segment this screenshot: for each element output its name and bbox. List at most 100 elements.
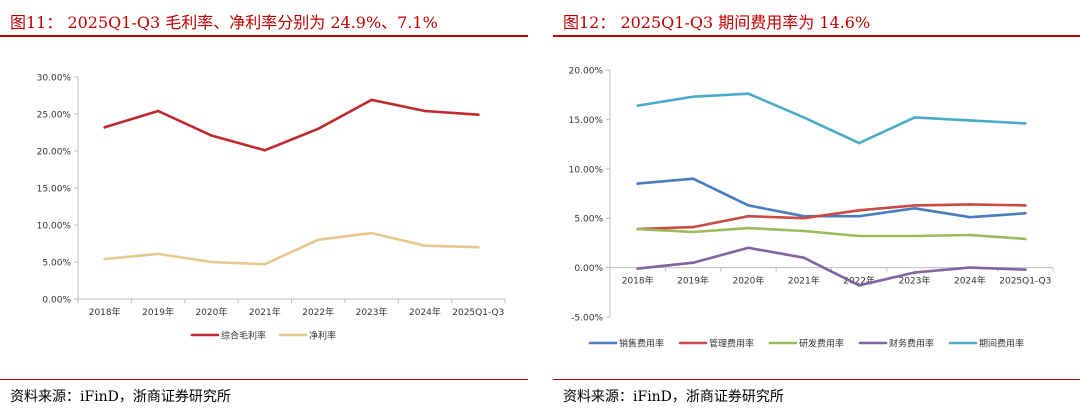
right-x-tick-label: 2020年: [732, 275, 764, 287]
right-x-tick-label: 2023年: [899, 275, 931, 287]
left-series-line-1: [103, 98, 480, 152]
left-title-rule: [0, 35, 528, 37]
left-series-1-point: [316, 127, 320, 131]
right-series-3-point: [1024, 237, 1027, 241]
left-x-tick-label: 2025Q1-Q3: [452, 308, 504, 318]
left-series-1-point: [210, 134, 213, 137]
right-series-4-point: [968, 266, 972, 269]
left-source-rule: [0, 379, 528, 380]
left-legend-label-2: 净利率: [309, 330, 336, 342]
left-series-1-point: [103, 126, 106, 129]
right-series-5-point: [747, 92, 750, 96]
right-series-4-point: [913, 271, 916, 274]
right-chart-title: 图12： 2025Q1-Q3 期间费用率为 14.6%: [563, 13, 871, 32]
right-title-rule: [553, 35, 1080, 37]
left-y-tick-label: 30.00%: [37, 74, 72, 84]
right-chart-source: 资料来源：iFinD，浙商证券研究所: [563, 389, 784, 405]
left-y-tick-label: 20.00%: [37, 148, 72, 158]
left-series-2-point: [316, 238, 320, 242]
left-x-tick-label: 2022年: [302, 306, 334, 318]
right-x-tick-label: 2018年: [622, 275, 654, 287]
right-series-1-point: [636, 182, 639, 185]
right-y-tick-label: 20.00%: [569, 67, 604, 77]
left-series-line-2: [103, 231, 480, 266]
right-series-2-point: [802, 216, 806, 220]
left-chart-source: 资料来源：iFinD，浙商证券研究所: [10, 389, 231, 405]
right-legend-label-3: 研发费用率: [799, 338, 844, 350]
left-series-2-point: [103, 257, 106, 261]
left-series-2-point: [263, 262, 267, 266]
right-series-line-5: [636, 92, 1027, 145]
left-x-tick-label: 2020年: [195, 306, 227, 318]
left-series-2-point: [210, 260, 213, 264]
right-series-4-point: [636, 267, 639, 270]
left-y-tick-label: 25.00%: [37, 111, 72, 121]
left-x-tick-label: 2021年: [249, 306, 281, 318]
right-series-2-point: [1024, 204, 1027, 207]
left-series-1-point: [156, 109, 160, 113]
left-series-2-point: [423, 244, 427, 248]
right-series-3-point: [691, 230, 695, 234]
right-x-tick-label: 2024年: [954, 275, 986, 287]
left-legend-label-1: 综合毛利率: [221, 330, 266, 342]
right-x-tick-label: 2019年: [677, 275, 709, 287]
right-series-4-point: [857, 284, 861, 287]
right-series-4-point: [1024, 268, 1027, 271]
right-series-3-point: [857, 234, 861, 238]
right-legend-label-1: 销售费用率: [619, 338, 664, 350]
right-series-4-point: [802, 256, 806, 260]
right-series-2-point: [747, 214, 750, 218]
right-y-tick-label: 5.00%: [574, 215, 603, 225]
right-legend-label-4: 财务费用率: [889, 338, 934, 350]
right-series-1-point: [747, 204, 750, 207]
right-series-3-point: [968, 233, 972, 237]
right-source-rule: [553, 379, 1080, 380]
right-series-line-2: [636, 203, 1027, 231]
right-legend-label-2: 管理费用率: [709, 338, 754, 350]
right-series-1-point: [913, 207, 916, 210]
right-series-1-point: [691, 177, 695, 180]
right-series-line-4: [636, 246, 1027, 287]
right-y-tick-label: 0.00%: [574, 264, 603, 274]
right-chart-panel: 图12： 2025Q1-Q3 期间费用率为 14.6% -5.00% 0.00% 5…: [553, 0, 1080, 419]
right-series-3-point: [802, 229, 806, 233]
right-series-2-point: [857, 208, 861, 212]
left-series-1-point: [370, 98, 373, 102]
right-series-2-point: [913, 204, 916, 207]
right-series-5-point: [1024, 122, 1027, 125]
right-series-2-point: [691, 225, 695, 229]
right-series-5-point: [968, 119, 972, 122]
right-series-line-3: [636, 226, 1027, 241]
left-series-1-point: [423, 109, 427, 113]
right-series-3-point: [636, 227, 639, 231]
right-line-chart: -5.00% 0.00% 5.00% 10.00% 15.00% 20.00% 2018年 2…: [569, 67, 1054, 350]
right-legend-label-5: 期间费用率: [979, 338, 1024, 350]
left-series-2-point: [477, 245, 480, 249]
left-series-1-point: [263, 148, 267, 152]
right-series-5-point: [913, 116, 916, 119]
right-series-5-point: [691, 95, 695, 98]
right-series-line-1: [636, 177, 1027, 219]
left-chart-panel: 图11： 2025Q1-Q3 毛利率、净利率分别为 24.9%、7.1% 0.0…: [0, 0, 528, 419]
left-y-tick-label: 0.00%: [42, 296, 71, 306]
left-series-2-point: [156, 252, 160, 256]
left-x-tick-label: 2018年: [89, 306, 121, 318]
right-series-1-point: [968, 215, 972, 219]
right-series-4-point: [691, 261, 695, 264]
right-y-tick-label: -5.00%: [571, 314, 603, 324]
left-line-chart: 0.00% 5.00% 10.00% 15.00% 20.00% 25.00% 30.00%…: [37, 74, 506, 342]
left-x-tick-label: 2023年: [356, 306, 388, 318]
right-y-tick-label: 15.00%: [569, 116, 604, 126]
left-y-tick-label: 10.00%: [37, 222, 72, 232]
right-series-5-point: [636, 104, 639, 107]
left-x-tick-label: 2024年: [409, 306, 441, 318]
left-series-1-point: [477, 113, 480, 117]
right-y-tick-label: 10.00%: [569, 165, 604, 175]
right-series-4-point: [747, 246, 750, 250]
left-series-2-point: [370, 231, 373, 235]
left-x-tick-label: 2019年: [142, 306, 174, 318]
right-series-2-point: [968, 203, 972, 206]
right-series-3-point: [747, 226, 750, 230]
right-series-1-point: [857, 214, 861, 218]
right-series-5-point: [802, 116, 806, 119]
